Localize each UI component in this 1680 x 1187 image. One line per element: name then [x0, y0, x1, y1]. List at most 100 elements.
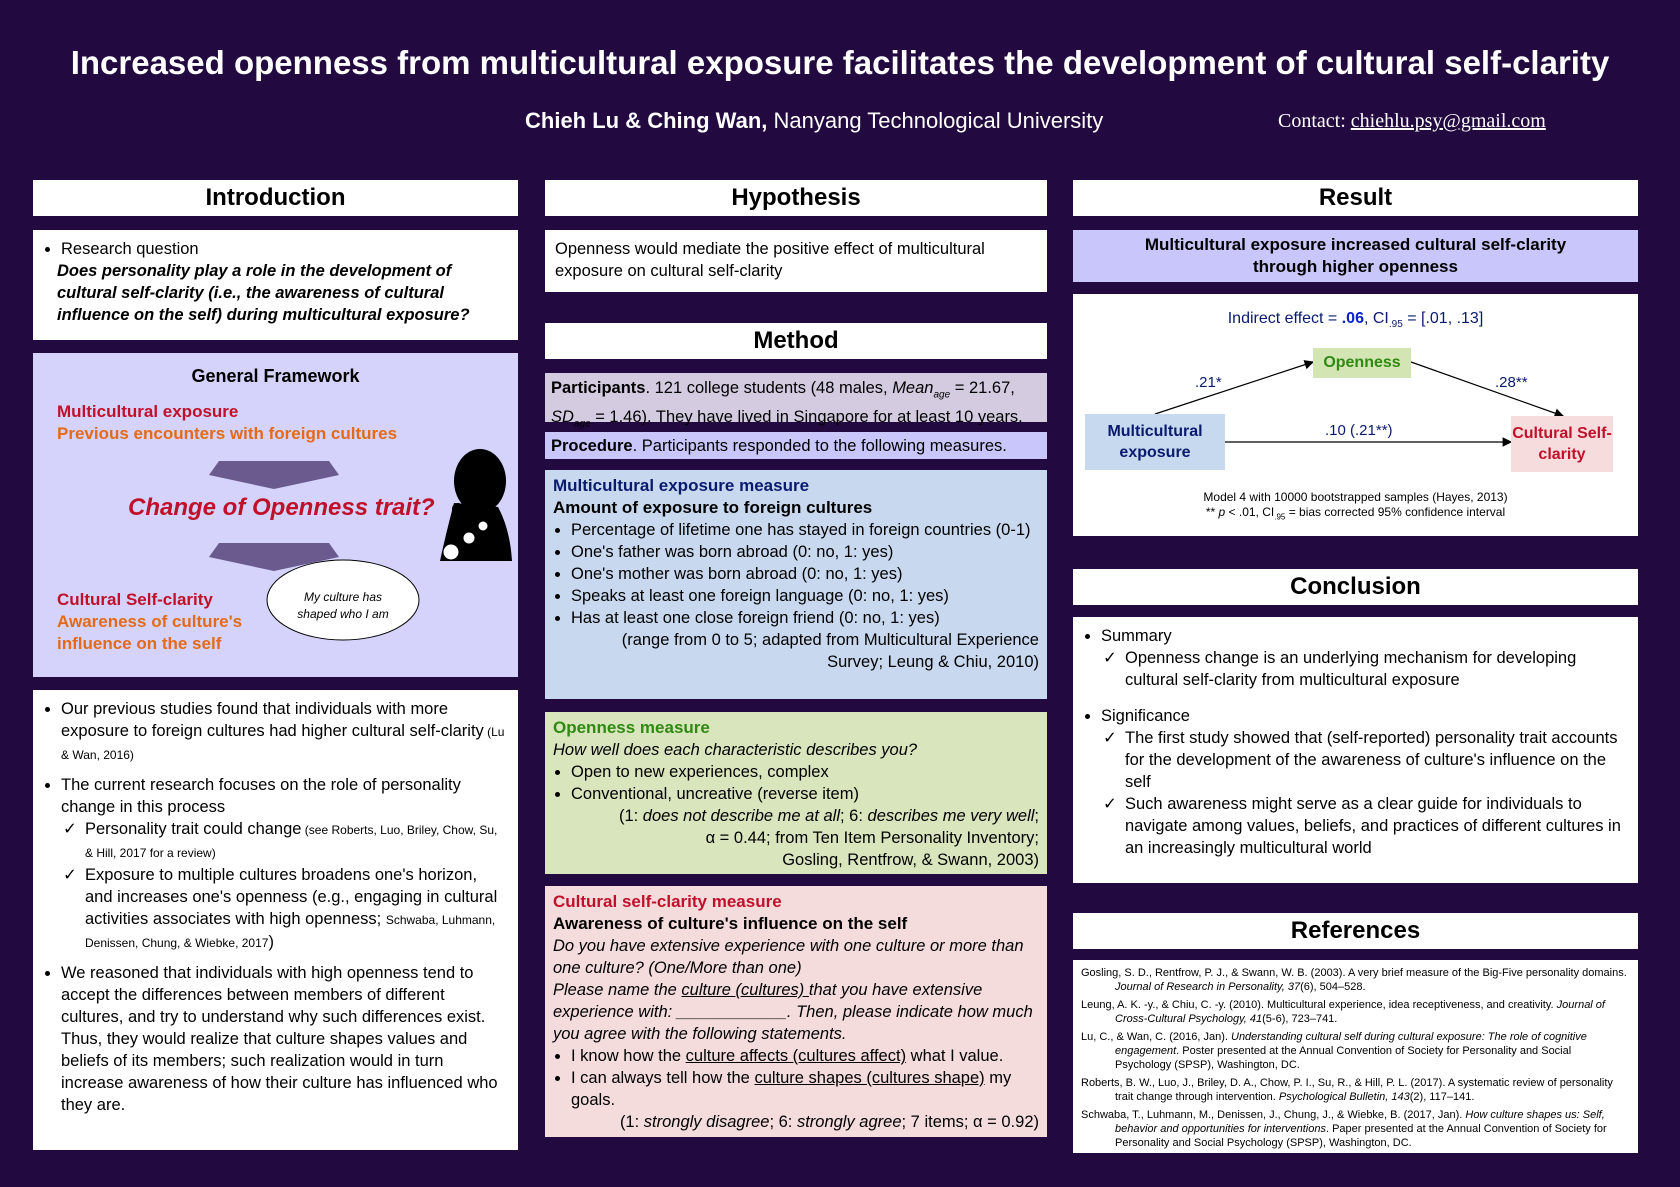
- indirect-value: .06: [1341, 310, 1364, 327]
- hypothesis-header: Hypothesis: [545, 180, 1047, 216]
- references-header: References: [1073, 913, 1638, 949]
- procedure-text: . Participants responded to the followin…: [632, 437, 1007, 455]
- item-underlined: culture affects (cultures affect): [685, 1047, 907, 1065]
- q2-text: that you have extensive experience with:…: [553, 981, 1033, 1043]
- intro-c1: Personality trait could change: [85, 820, 302, 838]
- path-b-label: .28**: [1495, 374, 1528, 391]
- indirect-sub: .95: [1388, 319, 1403, 331]
- item-text: what I value.: [906, 1047, 1004, 1065]
- research-question-label: Research question: [61, 238, 508, 260]
- contact: Contact: chiehlu.psy@gmail.com: [1278, 110, 1546, 133]
- note-text: ; 7 items; α = 0.92): [901, 1113, 1039, 1131]
- note-text: strongly disagree: [643, 1113, 770, 1131]
- mean-label: Mean: [892, 379, 934, 397]
- conclusion-header: Conclusion: [1073, 569, 1638, 605]
- openness-note-2: α = 0.44; from Ten Item Personality Inve…: [705, 829, 1039, 847]
- indirect-effect: Indirect effect = .06, CI.95 = [.01, .13…: [1073, 308, 1638, 336]
- contact-email-link[interactable]: chiehlu.psy@gmail.com: [1350, 110, 1546, 132]
- authors: Chieh Lu & Ching Wan, Nanyang Technologi…: [525, 108, 1103, 134]
- mean-sub: age: [933, 389, 951, 401]
- ref-text: . Paper presented at the Annual Conventi…: [1115, 1123, 1607, 1149]
- significance-label: Significance: [1101, 707, 1190, 725]
- ref-text: Lu, C., & Wan, C. (2016, Jan).: [1081, 1031, 1231, 1043]
- procedure-box: Procedure. Participants responded to the…: [545, 432, 1047, 459]
- model-note-1: Model 4 with 10000 bootstrapped samples …: [1203, 490, 1508, 504]
- framework-clarity-sub: Awareness of culture's influence on the …: [57, 612, 243, 653]
- list-item: I can always tell how the culture shapes…: [571, 1067, 1039, 1111]
- note-sub: .95: [1274, 512, 1286, 522]
- mean-value: = 21.67,: [950, 379, 1015, 397]
- exposure-measure-box: Multicultural exposure measure Amount of…: [545, 470, 1047, 699]
- q2-text: Please name the: [553, 981, 682, 999]
- clarity-measure-subtitle: Awareness of culture's influence on the …: [553, 914, 908, 933]
- participants-box: Participants. 121 college students (48 m…: [545, 373, 1047, 430]
- ref-italic: Understanding cultural self during cultu…: [1115, 1031, 1587, 1057]
- q2-underlined: culture (cultures): [681, 981, 809, 999]
- clarity-measure-title: Cultural self-clarity measure: [553, 892, 782, 911]
- ref-italic: Psychological Bulletin, 143: [1278, 1091, 1410, 1103]
- list-item: Speaks at least one foreign language (0:…: [571, 585, 1039, 607]
- path-c-label: .10 (.21**): [1325, 422, 1393, 439]
- framework-box: General Framework Multicultural exposure…: [33, 353, 518, 677]
- note-text: **: [1205, 505, 1219, 519]
- node-clarity: Cultural Self-clarity: [1511, 416, 1613, 472]
- sd-label: SD: [551, 408, 574, 427]
- model-note-2: ** p < .01, CI.95 = bias corrected 95% c…: [1073, 505, 1638, 524]
- ref-text: (2), 117–141.: [1409, 1091, 1475, 1103]
- note-text: p: [1218, 505, 1226, 519]
- procedure-label: Procedure: [551, 437, 633, 455]
- down-arrow-icon: [209, 543, 339, 571]
- framework-exposure-title: Multicultural exposure: [57, 402, 239, 421]
- result-header: Result: [1073, 180, 1638, 216]
- thought-bubble-icon: [266, 520, 489, 641]
- openness-question: How well does each characteristic descri…: [553, 741, 918, 759]
- affiliation: Nanyang Technological University: [767, 108, 1104, 133]
- author-names: Chieh Lu & Ching Wan,: [525, 108, 768, 133]
- ref-text: Leung, A. K. -y., & Chiu, C. -y. (2010).…: [1081, 999, 1557, 1011]
- introduction-body: Our previous studies found that individu…: [33, 690, 518, 1150]
- openness-note-3: Gosling, Rentfrow, & Swann, 2003): [782, 851, 1039, 869]
- ref-text: Roberts, B. W., Luo, J., Briley, D. A., …: [1081, 1077, 1613, 1103]
- research-question-text: Does personality play a role in the deve…: [57, 262, 470, 324]
- clarity-note: (1: strongly disagree; 6: strongly agree…: [553, 1111, 1039, 1133]
- list-item: Open to new experiences, complex: [571, 761, 1039, 783]
- hypothesis-text: Openness would mediate the positive effe…: [545, 230, 1047, 292]
- note-text: ;: [1034, 807, 1039, 825]
- note-text: does not describe me at all: [642, 807, 840, 825]
- list-item: Conventional, uncreative (reverse item): [571, 783, 1039, 805]
- ref-text: Gosling, S. D., Rentfrow, P. J., & Swann…: [1081, 967, 1627, 979]
- poster-title: Increased openness from multicultural ex…: [70, 44, 1610, 81]
- clarity-q1: Do you have extensive experience with on…: [553, 937, 1024, 977]
- reference-item: Leung, A. K. -y., & Chiu, C. -y. (2010).…: [1081, 998, 1630, 1026]
- participants-label: Participants: [551, 379, 646, 397]
- reference-item: Roberts, B. W., Luo, J., Briley, D. A., …: [1081, 1076, 1630, 1104]
- framework-title: General Framework: [191, 366, 360, 386]
- ref-text: . Poster presented at the Annual Convent…: [1115, 1045, 1572, 1071]
- clarity-measure-box: Cultural self-clarity measure Awareness …: [545, 886, 1047, 1137]
- intro-p1-cite: (Lu & Wan, 2016): [61, 725, 505, 762]
- note-text: (1:: [619, 1113, 644, 1131]
- intro-c2: Exposure to multiple cultures broadens o…: [85, 866, 498, 928]
- intro-p2: The current research focuses on the role…: [61, 776, 461, 816]
- sd-value: = 1.46). They have lived in Singapore fo…: [590, 408, 1023, 427]
- openness-note: (1: does not describe me at all; 6: desc…: [553, 805, 1039, 827]
- list-item: Openness change is an underlying mechani…: [1103, 647, 1628, 691]
- note-text: ; 6:: [840, 807, 868, 825]
- summary-label: Summary: [1101, 627, 1172, 645]
- reference-item: Gosling, S. D., Rentfrow, P. J., & Swann…: [1081, 966, 1630, 994]
- openness-measure-title: Openness measure: [553, 718, 710, 737]
- clarity-q2: Please name the culture (cultures) that …: [553, 979, 1039, 1045]
- framework-exposure-sub: Previous encounters with foreign culture…: [57, 424, 398, 443]
- path-arrows: [1154, 360, 1565, 447]
- mediation-figure: Indirect effect = .06, CI.95 = [.01, .13…: [1073, 294, 1638, 536]
- ref-italic: Journal of Cross-Cultural Psychology, 41: [1115, 999, 1605, 1025]
- framework-clarity-title: Cultural Self-clarity: [57, 590, 213, 609]
- intro-c1-cite: (see Roberts, Luo, Briley, Chow, Su, & H…: [85, 823, 498, 860]
- reference-item: Lu, C., & Wan, C. (2016, Jan). Understan…: [1081, 1030, 1630, 1072]
- intro-c2-cite: Schwaba, Luhmann, Denissen, Chung, & Wie…: [85, 913, 496, 950]
- reference-item: Schwaba, T., Luhmann, M., Denissen, J., …: [1081, 1108, 1630, 1150]
- note-text: strongly agree: [796, 1113, 902, 1131]
- indirect-text: = [.01, .13]: [1402, 310, 1484, 327]
- note-text: = bias corrected 95% confidence interval: [1285, 505, 1506, 519]
- item-text: I can always tell how the: [571, 1069, 755, 1087]
